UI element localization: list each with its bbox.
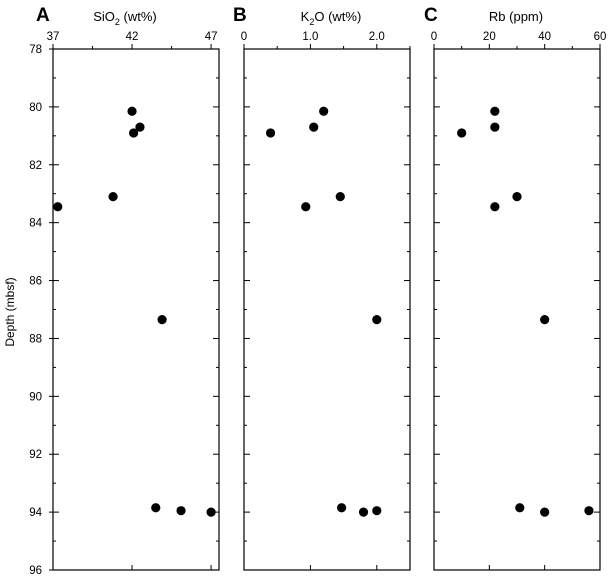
- data-point: [512, 192, 522, 202]
- x-axis-title: SiO2 (wt%): [93, 9, 157, 27]
- data-point: [372, 315, 382, 325]
- data-point: [309, 122, 319, 132]
- panel-b-k2o: B K2O (wt%) 0 1.0 2.0: [233, 5, 411, 571]
- panel-letter: A: [36, 5, 50, 26]
- data-point: [515, 503, 525, 513]
- data-point: [319, 106, 329, 116]
- y-tick-label: 88: [29, 333, 42, 345]
- data-point: [265, 128, 276, 138]
- data-point: [151, 503, 161, 513]
- y-tick-label: 94: [29, 507, 42, 519]
- data-point: [157, 315, 167, 325]
- y-tick-labels: 78 80 82 84 86 88 90 92 94 96: [29, 44, 42, 576]
- x-tick-label: 37: [47, 31, 60, 43]
- x-tick-label: 2.0: [369, 31, 385, 43]
- data-point: [540, 315, 550, 325]
- y-tick-label: 84: [29, 218, 42, 230]
- y-tick-label: 80: [29, 102, 42, 114]
- data-point: [53, 202, 63, 212]
- x-axis-title: K2O (wt%): [301, 9, 362, 27]
- x-tick-label: 0: [241, 31, 247, 43]
- data-point: [490, 106, 500, 116]
- data-point: [540, 507, 550, 517]
- data-point: [372, 506, 382, 516]
- data-point: [358, 507, 369, 517]
- x-tick-label: 42: [126, 31, 139, 43]
- data-point: [490, 122, 500, 132]
- panel-a-sio2: A SiO2 (wt%) 37 42 47: [36, 5, 220, 571]
- data-point: [337, 503, 347, 513]
- plot-frame: [243, 48, 411, 571]
- x-tick-label: 0: [431, 31, 437, 43]
- panel-letter: C: [424, 5, 438, 26]
- x-tick-label: 60: [594, 31, 607, 43]
- data-point: [457, 128, 467, 138]
- data-point: [335, 192, 345, 202]
- plot-frame: [433, 48, 601, 571]
- data-point: [129, 128, 139, 138]
- y-tick-label: 86: [29, 276, 42, 288]
- panel-letter: B: [233, 5, 247, 26]
- x-axis-title: Rb (ppm): [489, 9, 543, 24]
- x-tick-label: 40: [538, 31, 551, 43]
- data-point: [108, 192, 118, 202]
- data-point: [301, 202, 311, 212]
- y-axis-title: Depth (mbsf): [3, 277, 17, 346]
- data-point: [490, 202, 500, 212]
- y-tick-label: 82: [29, 160, 42, 172]
- data-point: [135, 122, 145, 132]
- data-point: [584, 506, 594, 516]
- x-tick-label: 1.0: [302, 31, 318, 43]
- y-tick-label: 96: [29, 565, 42, 576]
- data-point: [127, 106, 137, 116]
- y-tick-label: 90: [29, 391, 42, 403]
- x-tick-label: 20: [483, 31, 496, 43]
- data-point: [176, 506, 186, 516]
- data-point: [206, 507, 216, 517]
- panel-c-rb: C Rb (ppm) 0 20 40 60: [424, 5, 607, 571]
- y-tick-label: 92: [29, 449, 42, 461]
- x-tick-label: 47: [205, 31, 218, 43]
- y-tick-label: 78: [29, 44, 42, 56]
